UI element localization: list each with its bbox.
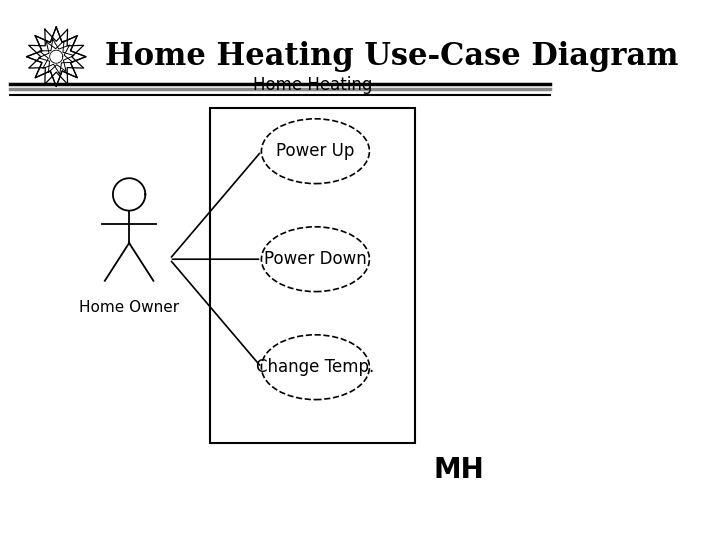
- Text: Home Heating Use-Case Diagram: Home Heating Use-Case Diagram: [105, 41, 678, 72]
- Bar: [210, 108, 415, 443]
- Text: MH: MH: [433, 456, 484, 484]
- Text: Power Down: Power Down: [264, 250, 366, 268]
- Ellipse shape: [261, 227, 369, 292]
- Text: Change Temp.: Change Temp.: [256, 358, 374, 376]
- Ellipse shape: [261, 119, 369, 184]
- Ellipse shape: [261, 335, 369, 400]
- Text: Power Up: Power Up: [276, 142, 355, 160]
- Text: Home Owner: Home Owner: [79, 300, 179, 315]
- Text: Home Heating: Home Heating: [253, 77, 372, 94]
